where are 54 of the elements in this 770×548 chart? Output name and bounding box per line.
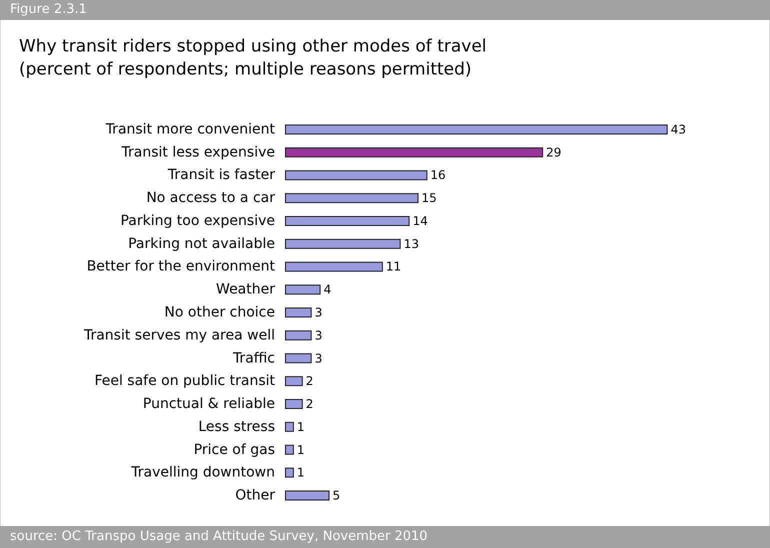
- bar: [285, 444, 294, 455]
- y-tick-label: No other choice: [164, 304, 275, 320]
- data-label: 1: [296, 442, 305, 457]
- data-label: 16: [430, 168, 446, 182]
- bar: [285, 124, 668, 134]
- bar: [285, 308, 312, 318]
- data-label: 43: [670, 122, 686, 136]
- data-label: 1: [296, 420, 305, 434]
- source-note: source: OC Transpo Usage and Attitude Survey, November 2010: [10, 529, 428, 544]
- bar: [285, 399, 303, 410]
- data-label: 3: [314, 328, 322, 342]
- bar: [285, 216, 410, 226]
- data-label: 14: [412, 214, 428, 228]
- data-label: 29: [546, 145, 562, 160]
- y-tick-label: Less stress: [198, 418, 275, 435]
- data-label: 3: [314, 306, 322, 320]
- y-tick-label: Other: [235, 488, 276, 504]
- y-tick-label: Transit more convenient: [104, 121, 276, 138]
- chart-title: Why transit riders stopped using other modes of travel (percent of respondents; multiple reasons permitted): [19, 36, 487, 80]
- bar: [285, 193, 418, 204]
- data-label: 2: [306, 397, 314, 412]
- bar: [285, 353, 312, 364]
- data-label: 13: [404, 236, 419, 251]
- bar: [285, 422, 294, 432]
- y-tick-label: Transit is faster: [166, 167, 276, 184]
- data-label: 1: [296, 466, 305, 480]
- bar: [285, 490, 330, 501]
- y-tick-label: Better for the environment: [86, 258, 276, 275]
- bar: [285, 238, 401, 249]
- bar: [285, 147, 544, 158]
- y-tick-label: Travelling downtown: [130, 464, 275, 481]
- y-tick-label: Price of gas: [194, 442, 275, 458]
- data-label: 4: [324, 282, 332, 297]
- y-tick-label: Transit less expensive: [120, 144, 275, 160]
- bar: [285, 330, 312, 340]
- y-tick-label: Transit serves my area well: [82, 327, 275, 344]
- y-tick-label: Parking too expensive: [120, 212, 275, 229]
- bar: [285, 284, 321, 295]
- bar: [285, 468, 294, 478]
- data-label: 5: [332, 488, 340, 503]
- y-tick-label: Punctual & reliable: [142, 396, 275, 412]
- y-tick-label: Weather: [216, 282, 276, 298]
- bar: [285, 170, 428, 180]
- bar: [285, 376, 303, 386]
- data-label: 3: [314, 351, 322, 366]
- bar: [285, 262, 383, 272]
- data-label: 11: [386, 260, 402, 274]
- data-label: 15: [422, 191, 437, 206]
- y-tick-label: Traffic: [232, 350, 275, 366]
- y-tick-label: No access to a car: [146, 190, 276, 206]
- caption: Figure 2.3.1: [10, 2, 87, 17]
- data-label: 2: [306, 374, 314, 388]
- y-tick-label: Parking not available: [128, 236, 275, 252]
- y-tick-label: Feel safe on public transit: [94, 373, 276, 390]
